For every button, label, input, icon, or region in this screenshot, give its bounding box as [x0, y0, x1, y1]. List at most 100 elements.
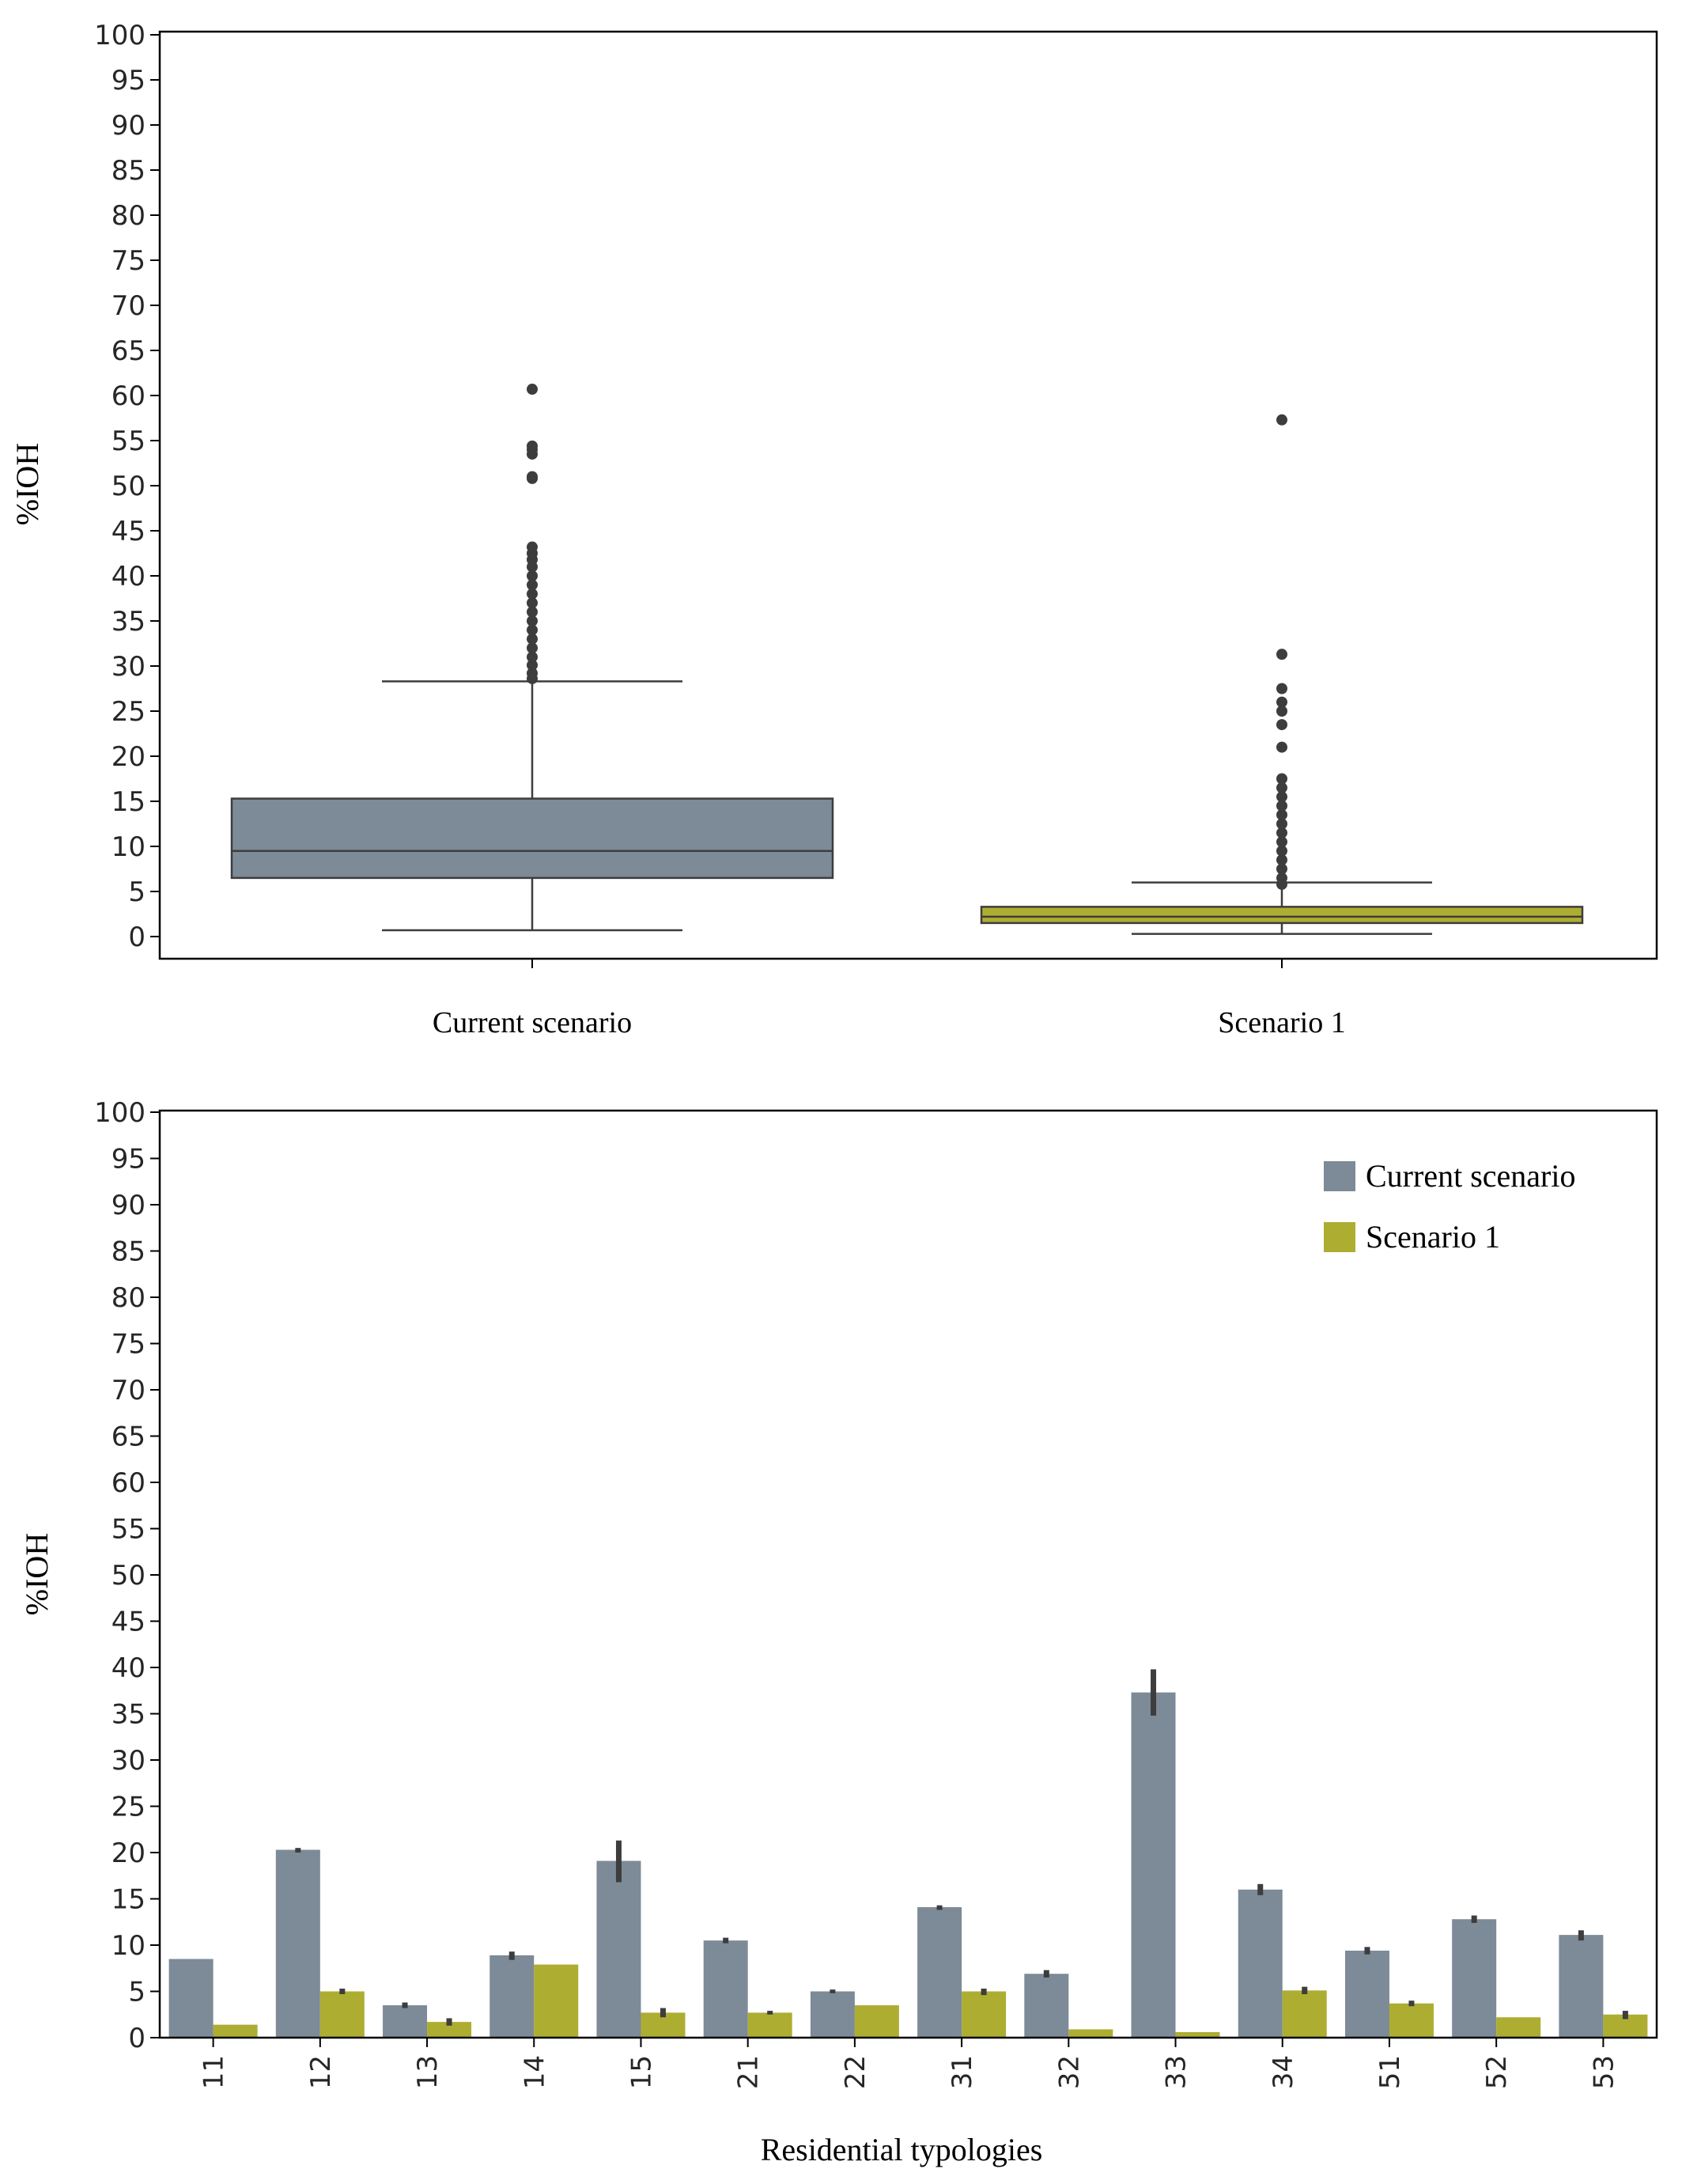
bar-xtick-label-11: 11 — [198, 2055, 230, 2089]
boxplot-ytick-label: 20 — [112, 741, 146, 773]
bar-current-52 — [1452, 1919, 1497, 2038]
bar-ytick-label: 5 — [128, 1977, 146, 2008]
box-scenario1 — [980, 906, 1584, 925]
bar-xtick-label-53: 53 — [1588, 2055, 1620, 2089]
boxplot-ytick-label: 40 — [112, 561, 146, 592]
bar-scenario1-52 — [1496, 2017, 1541, 2038]
bar-panel: 0 5 10 15 20 25 30 35 40 45 50 55 60 65 70 75 80 85 90 95 10… — [19, 1097, 1658, 2167]
bar-series — [168, 1669, 1648, 2038]
bar-ytick-label: 65 — [112, 1421, 146, 1453]
box-outlier-scenario1 — [1276, 854, 1287, 866]
legend-label-current: Current scenario — [1366, 1158, 1575, 1194]
bar-current-51 — [1344, 1951, 1389, 2038]
bar-current-34 — [1238, 1889, 1283, 2038]
box-outlier-current — [527, 440, 538, 452]
boxplot-ytick-label: 25 — [112, 696, 146, 728]
boxplot-ytick-label: 90 — [112, 110, 146, 142]
boxplot-ytick-label: 35 — [112, 606, 146, 638]
box-outlier-current — [527, 579, 538, 591]
bar-ytick-label: 70 — [112, 1375, 146, 1406]
boxplot-boxes — [230, 384, 1584, 935]
boxplot-ytick-label: 50 — [112, 471, 146, 502]
box-outlier-scenario1 — [1276, 872, 1287, 884]
bar-scenario1-14 — [534, 1964, 579, 2038]
boxplot-x-axis: Current scenario Scenario 1 — [433, 959, 1346, 1039]
bar-scenario1-11 — [213, 2024, 258, 2038]
bar-current-22 — [810, 1991, 855, 2038]
box-outlier-current — [527, 570, 538, 581]
bar-scenario1-21 — [747, 2012, 792, 2038]
bar-xtick-label-21: 21 — [733, 2055, 765, 2089]
bar-scenario1-12 — [319, 1991, 365, 2038]
boxplot-y-axis-label: %IOH — [9, 443, 45, 525]
boxplot-ytick-label: 60 — [112, 380, 146, 412]
box-outlier-current — [527, 384, 538, 396]
bar-xtick-label-51: 51 — [1374, 2055, 1406, 2089]
bar-scenario1-34 — [1282, 1990, 1327, 2038]
boxplot-ytick-label: 55 — [112, 426, 146, 457]
bar-xtick-label-22: 22 — [840, 2055, 871, 2089]
bar-ytick-label: 10 — [112, 1930, 146, 1962]
bar-current-13 — [383, 2005, 428, 2038]
bar-ytick-label: 45 — [112, 1607, 146, 1638]
bar-scenario1-31 — [962, 1991, 1007, 2038]
box-outlier-scenario1 — [1276, 719, 1287, 731]
bar-xtick-label-13: 13 — [412, 2055, 444, 2089]
bar-ytick-label: 75 — [112, 1329, 146, 1361]
box-outlier-scenario1 — [1276, 683, 1287, 695]
bar-xtick-label-14: 14 — [519, 2055, 550, 2089]
boxplot-ytick-label: 30 — [112, 651, 146, 683]
box-outlier-current — [527, 668, 538, 679]
boxplot-ytick-label: 5 — [128, 876, 146, 908]
boxplot-ytick-label: 70 — [112, 290, 146, 322]
bar-x-axis-label: Residential typologies — [761, 2132, 1043, 2167]
box-outlier-current — [527, 606, 538, 618]
box-outlier-scenario1 — [1276, 782, 1287, 793]
bar-scenario1-51 — [1389, 2003, 1434, 2038]
bar-current-11 — [168, 1959, 214, 2038]
bar-xtick-label-33: 33 — [1161, 2055, 1193, 2089]
boxplot-ytick-label: 85 — [112, 155, 146, 187]
boxplot-ytick-label: 65 — [112, 335, 146, 367]
bar-scenario1-13 — [427, 2022, 472, 2038]
bar-xtick-label-12: 12 — [305, 2055, 337, 2089]
bar-xtick-label-52: 52 — [1481, 2055, 1513, 2089]
box-outlier-current — [527, 597, 538, 609]
box-outlier-current — [527, 471, 538, 483]
box-outlier-scenario1 — [1276, 706, 1287, 717]
legend-swatch-current — [1324, 1161, 1355, 1191]
box-outlier-current — [527, 588, 538, 600]
bar-current-33 — [1131, 1692, 1176, 2038]
box-outlier-current — [527, 651, 538, 663]
bar-ytick-label: 90 — [112, 1190, 146, 1221]
bar-xtick-label-34: 34 — [1268, 2055, 1299, 2089]
box-outlier-scenario1 — [1276, 809, 1287, 821]
bar-xtick-label-15: 15 — [626, 2055, 657, 2089]
boxplot-xtick-label-scenario1: Scenario 1 — [1218, 1006, 1345, 1039]
bar-frame — [158, 1109, 1658, 2039]
bar-x-axis: 11 12 13 14 15 21 22 31 32 33 34 51 52 53 — [198, 2038, 1620, 2089]
bar-ytick-label: 50 — [112, 1560, 146, 1592]
boxplot-ytick-label: 100 — [94, 20, 146, 51]
box-outlier-current — [527, 633, 538, 645]
box-outlier-scenario1 — [1276, 773, 1287, 785]
box-outlier-scenario1 — [1276, 845, 1287, 857]
bar-current-32 — [1024, 1974, 1069, 2038]
box-outlier-current — [527, 659, 538, 671]
boxplot-ytick-label: 80 — [112, 200, 146, 232]
boxplot-ytick-label: 0 — [128, 922, 146, 953]
legend-label-scenario1: Scenario 1 — [1366, 1219, 1500, 1255]
bar-current-12 — [275, 1849, 320, 2038]
box-outlier-current — [527, 624, 538, 636]
box-outlier-current — [527, 642, 538, 654]
bar-scenario1-22 — [854, 2005, 899, 2038]
boxplot-panel: 0 5 10 15 20 25 30 35 40 45 50 55 60 65 70 75 80 85 90 95 10… — [9, 20, 1658, 1039]
box-outlier-scenario1 — [1276, 649, 1287, 660]
boxplot-ytick-label: 75 — [112, 245, 146, 277]
bar-ytick-label: 40 — [112, 1652, 146, 1684]
boxplot-y-axis: 0 5 10 15 20 25 30 35 40 45 50 55 60 65 70 75 80 85 90 95 10… — [94, 20, 160, 953]
bar-current-53 — [1559, 1935, 1604, 2038]
bar-current-14 — [489, 1955, 535, 2038]
bar-ytick-label: 80 — [112, 1282, 146, 1314]
